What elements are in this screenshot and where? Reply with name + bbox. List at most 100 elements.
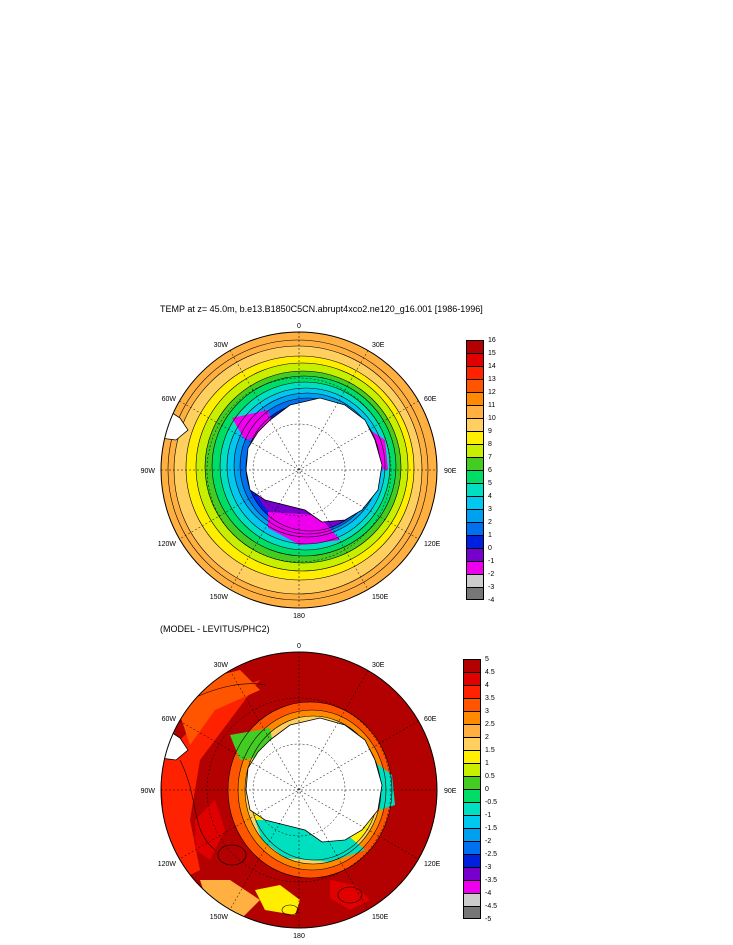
bottom-lon-90e: 90E <box>444 788 457 795</box>
top-lon-labels: 0 30E 60E 90E 120E 150E 180 150W 120W 90… <box>141 323 457 620</box>
bottom-lon-150e: 150E <box>372 914 389 921</box>
top-colorbar-swatch <box>466 522 484 535</box>
bottom-lon-30e: 30E <box>372 662 385 669</box>
bottom-colorbar: 5 4.5 4 3.5 3 2.5 2 1.5 1 0.5 0 -0.5 -1 -1.5 -2 -2.5 -3 -… <box>463 656 513 923</box>
bottom-colorbar-swatch <box>463 750 481 763</box>
bottom-lon-0: 0 <box>297 643 301 650</box>
bottom-colorbar-swatch <box>463 906 481 919</box>
bottom-colorbar-label: -2.5 <box>485 851 498 858</box>
bottom-panel-title: (MODEL - LEVITUS/PHC2) <box>160 624 270 634</box>
top-colorbar-label: 15 <box>488 350 496 357</box>
top-map-fill <box>161 332 437 608</box>
top-lon-150w: 150W <box>210 594 229 601</box>
bottom-lon-90w: 90W <box>141 788 156 795</box>
top-colorbar-frame <box>466 340 484 600</box>
top-colorbar-swatch <box>466 483 484 496</box>
top-colorbar-swatch <box>466 574 484 587</box>
bottom-colorbar-swatch <box>463 698 481 711</box>
bottom-lon-60w: 60W <box>162 716 177 723</box>
bottom-colorbar-label: 2 <box>485 734 489 741</box>
bottom-colorbar-swatch <box>463 828 481 841</box>
bottom-colorbar-swatch <box>463 737 481 750</box>
bottom-colorbar-label: -3.5 <box>485 877 498 884</box>
top-colorbar-label: 11 <box>488 402 496 409</box>
top-colorbar-label: 5 <box>488 480 492 487</box>
bottom-colorbar-label: -4 <box>485 890 492 897</box>
bottom-colorbar-swatch <box>463 685 481 698</box>
bottom-map-fill <box>161 652 437 928</box>
bottom-colorbar-swatch <box>463 802 481 815</box>
bottom-lon-120w: 120W <box>158 861 177 868</box>
bottom-colorbar-swatch <box>463 672 481 685</box>
top-colorbar-swatch <box>466 535 484 548</box>
bottom-lon-180: 180 <box>293 933 305 940</box>
top-colorbar-label: -1 <box>488 558 495 565</box>
bottom-colorbar-label: -5 <box>485 916 492 923</box>
top-lon-90e: 90E <box>444 468 457 475</box>
top-lon-120e: 120E <box>424 541 441 548</box>
bottom-lon-150w: 150W <box>210 914 229 921</box>
bottom-colorbar-swatch <box>463 815 481 828</box>
bottom-colorbar-swatch <box>463 711 481 724</box>
top-contours <box>167 339 429 601</box>
bottom-lon-60e: 60E <box>424 716 437 723</box>
top-colorbar-swatch <box>466 444 484 457</box>
top-colorbar-label: 16 <box>488 337 496 344</box>
top-colorbar: 16 15 14 13 12 11 10 9 8 7 6 5 4 3 2 1 0 -1 -2 -3 -4 <box>466 337 516 604</box>
bottom-colorbar-swatch <box>463 789 481 802</box>
top-polar-map: 0 30E 60E 90E 120E 150E 180 150W 120W 90… <box>141 323 457 620</box>
bottom-colorbar-label: 1 <box>485 760 489 767</box>
bottom-polar-map: 0 30E 60E 90E 120E 150E 180 150W 120W 90… <box>141 643 457 940</box>
bottom-colorbar-swatch <box>463 880 481 893</box>
bottom-colorbar-label: -2 <box>485 838 492 845</box>
top-lon-90w: 90W <box>141 468 156 475</box>
top-colorbar-swatch <box>466 431 484 444</box>
top-colorbar-label: 8 <box>488 441 492 448</box>
top-colorbar-label: 10 <box>488 415 496 422</box>
top-colorbar-label: 12 <box>488 389 496 396</box>
top-colorbar-label: 1 <box>488 532 492 539</box>
top-colorbar-label: 3 <box>488 506 492 513</box>
bottom-colorbar-swatch <box>463 867 481 880</box>
top-colorbar-swatch <box>466 587 484 600</box>
bottom-colorbar-label: -4.5 <box>485 903 498 910</box>
top-colorbar-swatch <box>466 548 484 561</box>
top-colorbar-label: -4 <box>488 597 495 604</box>
top-lon-60w: 60W <box>162 396 177 403</box>
bottom-colorbar-frame <box>463 659 481 919</box>
bottom-colorbar-swatch <box>463 841 481 854</box>
bottom-colorbar-label: 2.5 <box>485 721 495 728</box>
top-colorbar-label: 2 <box>488 519 492 526</box>
top-colorbar-swatch <box>466 405 484 418</box>
top-lon-180: 180 <box>293 613 305 620</box>
bottom-colorbar-swatch <box>463 724 481 737</box>
bottom-colorbar-label: 4.5 <box>485 669 495 676</box>
bottom-colorbar-swatch <box>463 893 481 906</box>
top-colorbar-swatch <box>466 509 484 522</box>
top-colorbar-label: 13 <box>488 376 496 383</box>
bottom-colorbar-label: 5 <box>485 656 489 663</box>
top-colorbar-swatch <box>466 392 484 405</box>
bottom-graticule <box>161 652 437 928</box>
bottom-colorbar-label: 0 <box>485 786 489 793</box>
top-colorbar-swatch <box>466 496 484 509</box>
top-lon-60e: 60E <box>424 396 437 403</box>
bottom-colorbar-label: 3 <box>485 708 489 715</box>
top-colorbar-swatch <box>466 366 484 379</box>
bottom-colorbar-label: -0.5 <box>485 799 498 806</box>
top-colorbar-label: 7 <box>488 454 492 461</box>
top-lon-30w: 30W <box>214 342 229 349</box>
top-colorbar-label: 4 <box>488 493 492 500</box>
bottom-lon-labels: 0 30E 60E 90E 120E 150E 180 150W 120W 90… <box>141 643 457 940</box>
bottom-colorbar-label: 1.5 <box>485 747 495 754</box>
top-colorbar-swatch <box>466 561 484 574</box>
bottom-lon-30w: 30W <box>214 662 229 669</box>
top-graticule <box>161 332 437 608</box>
top-colorbar-label: 9 <box>488 428 492 435</box>
bottom-colorbar-swatch <box>463 763 481 776</box>
bottom-colorbar-label: 3.5 <box>485 695 495 702</box>
bottom-colorbar-label: -1.5 <box>485 825 498 832</box>
bottom-colorbar-label: -1 <box>485 812 492 819</box>
top-colorbar-label: -3 <box>488 584 495 591</box>
